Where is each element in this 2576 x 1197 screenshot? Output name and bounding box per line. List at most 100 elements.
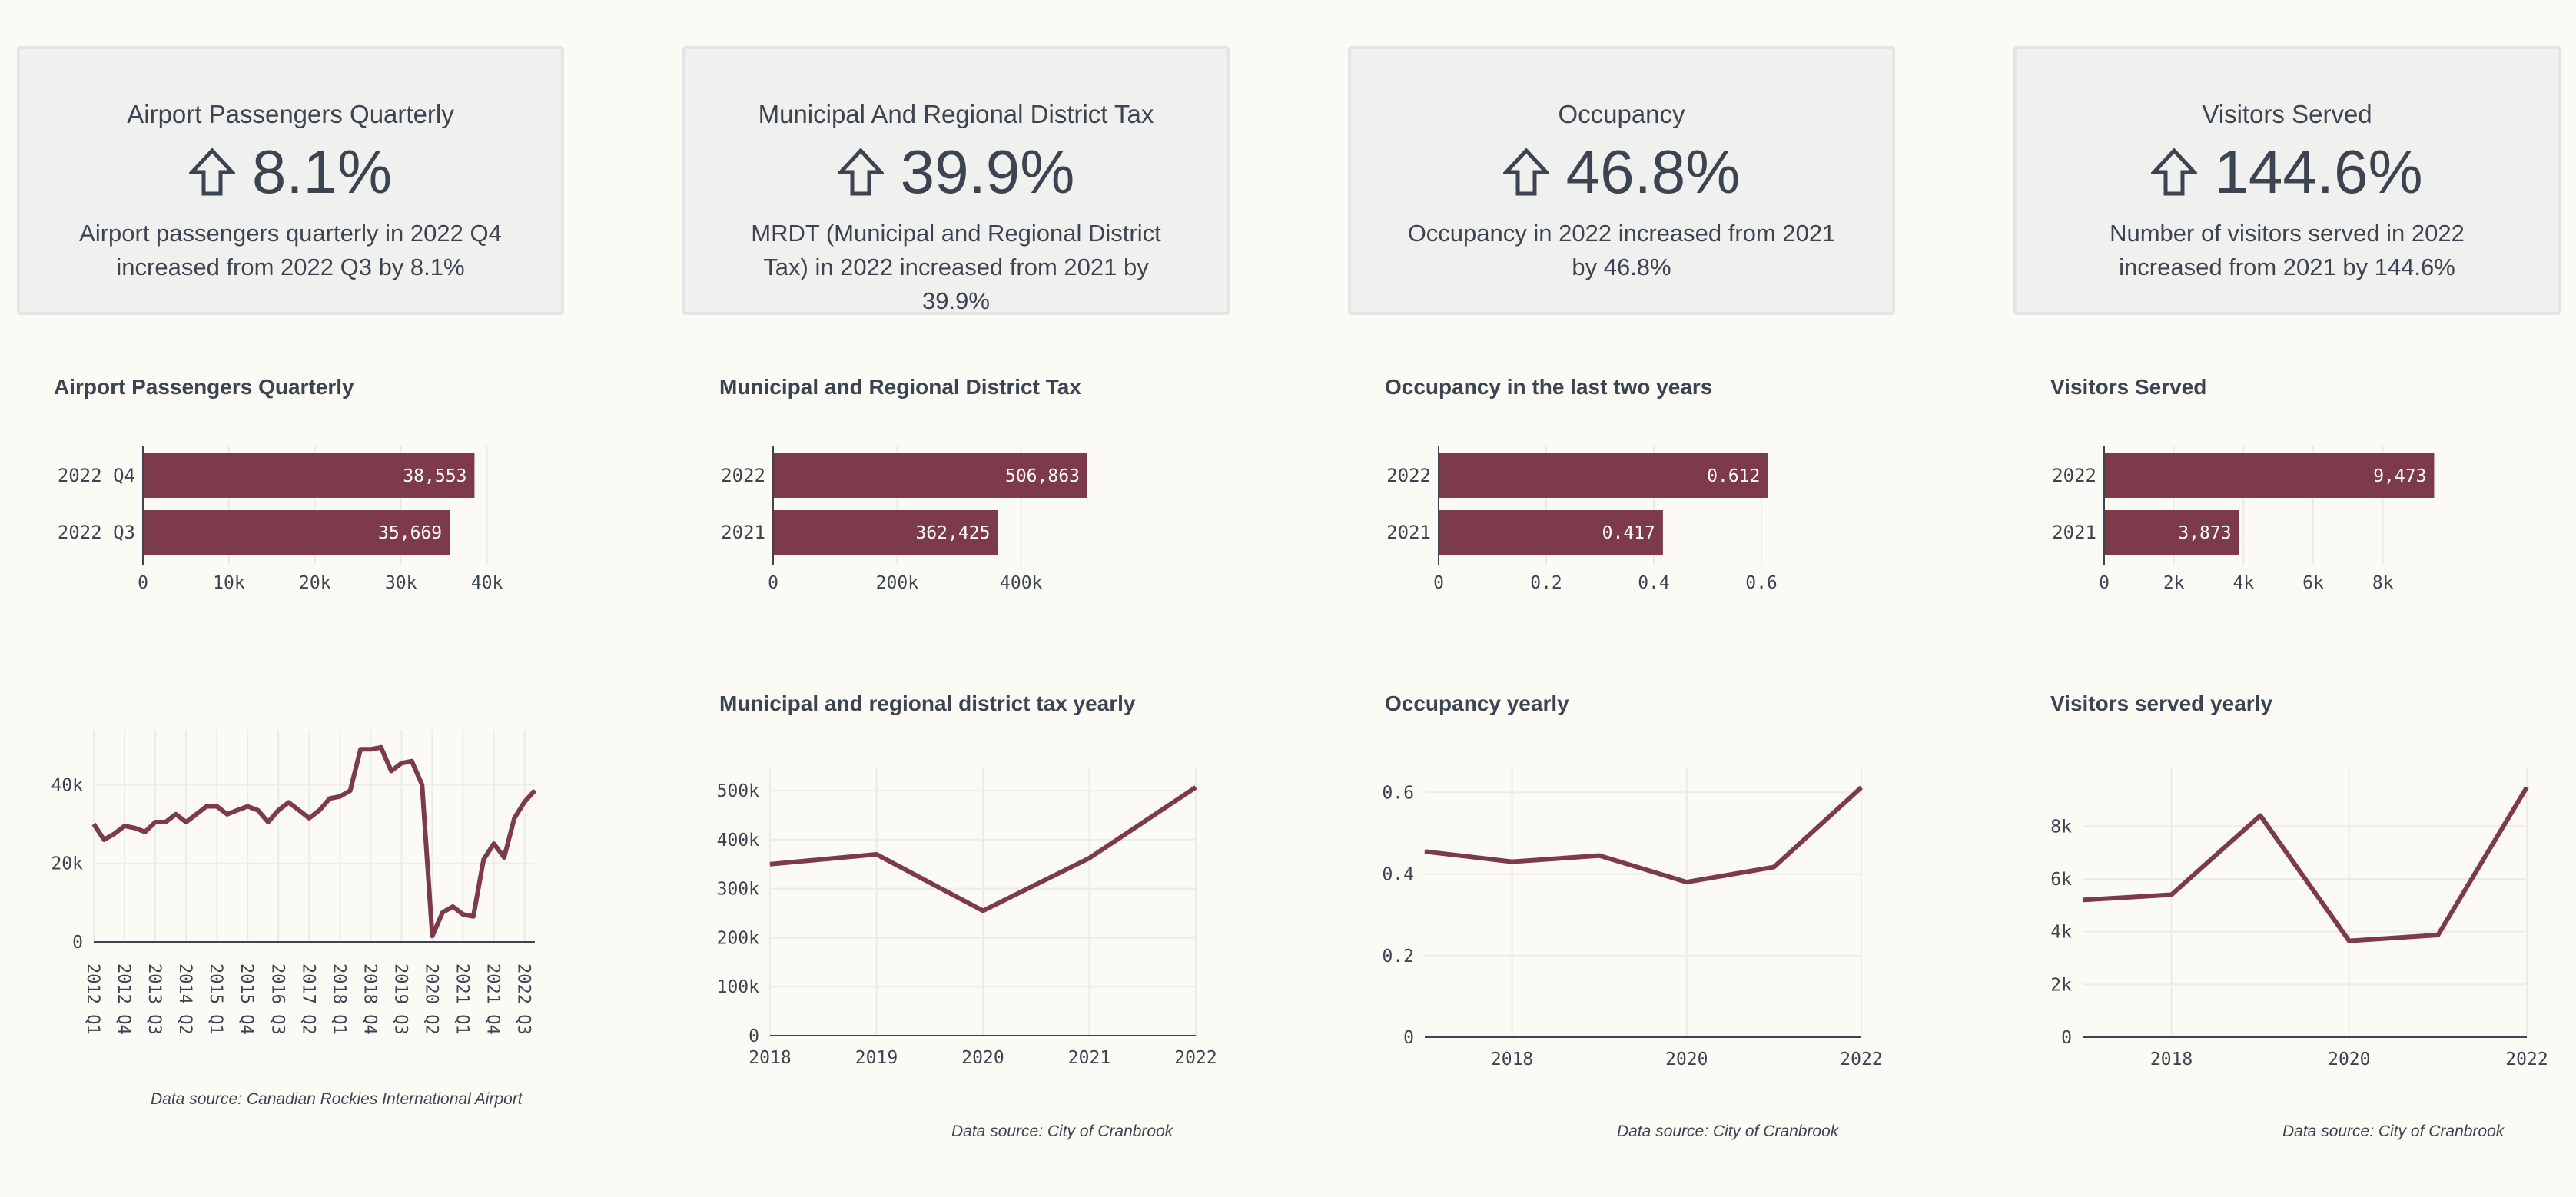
x-tick-label: 2018 [2150, 1049, 2193, 1069]
data-point [124, 825, 125, 827]
x-tick-label: 40k [471, 573, 503, 593]
chart-title: Visitors Served [2050, 375, 2207, 399]
bar [2104, 510, 2239, 555]
chart-title: Occupancy in the last two years [1385, 375, 1713, 399]
x-tick-label: 200k [876, 573, 919, 593]
x-tick-label: 6k [2302, 573, 2324, 593]
y-category-label: 2021 [2052, 522, 2096, 543]
bar [1439, 510, 1663, 555]
data-source-note: Data source: Canadian Rockies Internatio… [151, 1090, 523, 1108]
x-tick-label: 2019 Q3 [390, 963, 410, 1035]
data-point [164, 821, 166, 823]
y-tick-label: 40k [51, 775, 83, 795]
data-point [370, 748, 371, 750]
bar [143, 510, 450, 555]
x-tick-label: 2014 Q2 [175, 963, 194, 1035]
y-tick-label: 0 [72, 933, 83, 953]
kpi-description: MRDT (Municipal and Regional District Ta… [751, 220, 1161, 314]
x-tick-label: 2022 [1840, 1049, 1882, 1069]
data-point [134, 827, 135, 829]
y-category-label: 2022 [1386, 465, 1431, 486]
data-point [103, 839, 105, 841]
series-line [91, 744, 537, 939]
bar-chart-occupancy: 0 0.2 0.4 0.6 0.612 2022 0.417 2021 [1386, 446, 1778, 593]
data-point [503, 857, 505, 858]
bar [773, 453, 1087, 498]
y-tick-label: 0 [749, 1026, 759, 1046]
x-tick-label: 2012 Q4 [114, 963, 133, 1035]
data-point [524, 801, 526, 803]
y-category-label: 2022 Q4 [58, 465, 135, 486]
y-tick-label: 4k [2050, 923, 2072, 943]
bar-value-label: 0.612 [1707, 466, 1760, 486]
x-tick-label: 4k [2232, 573, 2254, 593]
kpi-value-row: 39.9% [685, 141, 1227, 203]
chart-title: Airport Passengers Quarterly [54, 375, 354, 399]
kpi-description: Number of visitors served in 2022 increa… [2110, 220, 2465, 280]
x-tick-label: 2020 [1665, 1049, 1708, 1069]
data-source-note: Data source: City of Cranbrook [951, 1122, 1173, 1140]
data-point [257, 810, 259, 811]
kpi-value: 46.8% [1565, 138, 1741, 206]
y-tick-label: 300k [717, 880, 760, 900]
kpi-title: Occupancy [1558, 100, 1685, 128]
data-point [483, 859, 484, 860]
data-point [185, 821, 187, 823]
x-tick-label: 2020 [961, 1048, 1004, 1068]
bar-chart-airport: 0 10k 20k 30k 40k 38,553 2022 Q4 35,669 2022 Q3 [58, 446, 503, 593]
x-tick-label: 2019 [855, 1048, 898, 1068]
bar [773, 510, 998, 555]
x-tick-label: 0 [2099, 573, 2110, 593]
data-point [2526, 787, 2528, 788]
chart-title: Municipal and Regional District Tax [719, 375, 1081, 399]
line-chart-mrdt: 0 100k 200k 300k 400k 500k 2018 2019 2020 2021 202… [717, 768, 1217, 1068]
y-category-label: 2022 Q3 [58, 522, 135, 543]
bar-value-label: 35,669 [378, 523, 442, 543]
x-tick-label: 2022 Q3 [514, 963, 533, 1035]
kpi-card-visitors: Visitors Served 144.6% Number of visitor… [2013, 46, 2561, 315]
x-tick-label: 30k [385, 573, 417, 593]
data-point [206, 806, 207, 807]
bar-value-label: 362,425 [915, 523, 990, 543]
y-tick-label: 500k [717, 781, 760, 801]
x-tick-label: 2015 Q1 [206, 963, 225, 1035]
x-tick-label: 2018 Q1 [329, 963, 348, 1035]
arrow-up-icon [188, 148, 235, 196]
kpi-card-airport: Airport Passengers Quarterly 8.1% Airpor… [17, 46, 564, 315]
y-category-label: 2022 [721, 465, 765, 486]
x-tick-label: 2022 [1174, 1048, 1217, 1068]
data-point [2171, 894, 2173, 896]
x-tick-label: 0 [1433, 573, 1444, 593]
x-tick-label: 0.6 [1745, 573, 1778, 593]
y-tick-label: 400k [717, 831, 760, 850]
data-point [513, 817, 515, 819]
x-tick-label: 2016 Q3 [267, 963, 287, 1035]
y-category-label: 2022 [2052, 465, 2096, 486]
data-point [308, 817, 310, 819]
x-tick-label: 2015 Q4 [237, 963, 256, 1035]
x-tick-label: 2018 [749, 1048, 791, 1068]
data-point [876, 854, 877, 855]
bar-chart-visitors: 0 2k 4k 6k 8k 9,473 2022 3,873 2021 [2052, 446, 2435, 593]
kpi-description: Occupancy in 2022 increased from 2021 by… [1407, 220, 1836, 280]
x-tick-label: 0 [138, 573, 148, 593]
y-tick-label: 8k [2050, 817, 2072, 837]
data-point [2259, 815, 2261, 817]
y-tick-label: 0.6 [1382, 783, 1414, 803]
x-tick-label: 10k [213, 573, 245, 593]
y-tick-label: 200k [717, 928, 760, 948]
x-tick-label: 8k [2372, 573, 2394, 593]
y-tick-label: 0.2 [1382, 947, 1414, 967]
x-tick-label: 2012 Q1 [83, 963, 102, 1035]
y-category-label: 2021 [721, 522, 765, 543]
y-tick-label: 2k [2050, 975, 2072, 995]
bar-value-label: 3,873 [2178, 523, 2231, 543]
data-source-note: Data source: City of Cranbrook [2282, 1122, 2505, 1140]
x-tick-label: 2021 Q4 [483, 963, 503, 1035]
kpi-title: Airport Passengers Quarterly [127, 100, 454, 128]
y-tick-label: 0 [2061, 1028, 2072, 1048]
arrow-up-icon [837, 148, 884, 196]
line-chart-visitors: 0 2k 4k 6k 8k 2018 2020 2022 [2050, 768, 2548, 1069]
data-point [400, 762, 402, 764]
data-point [982, 910, 984, 911]
